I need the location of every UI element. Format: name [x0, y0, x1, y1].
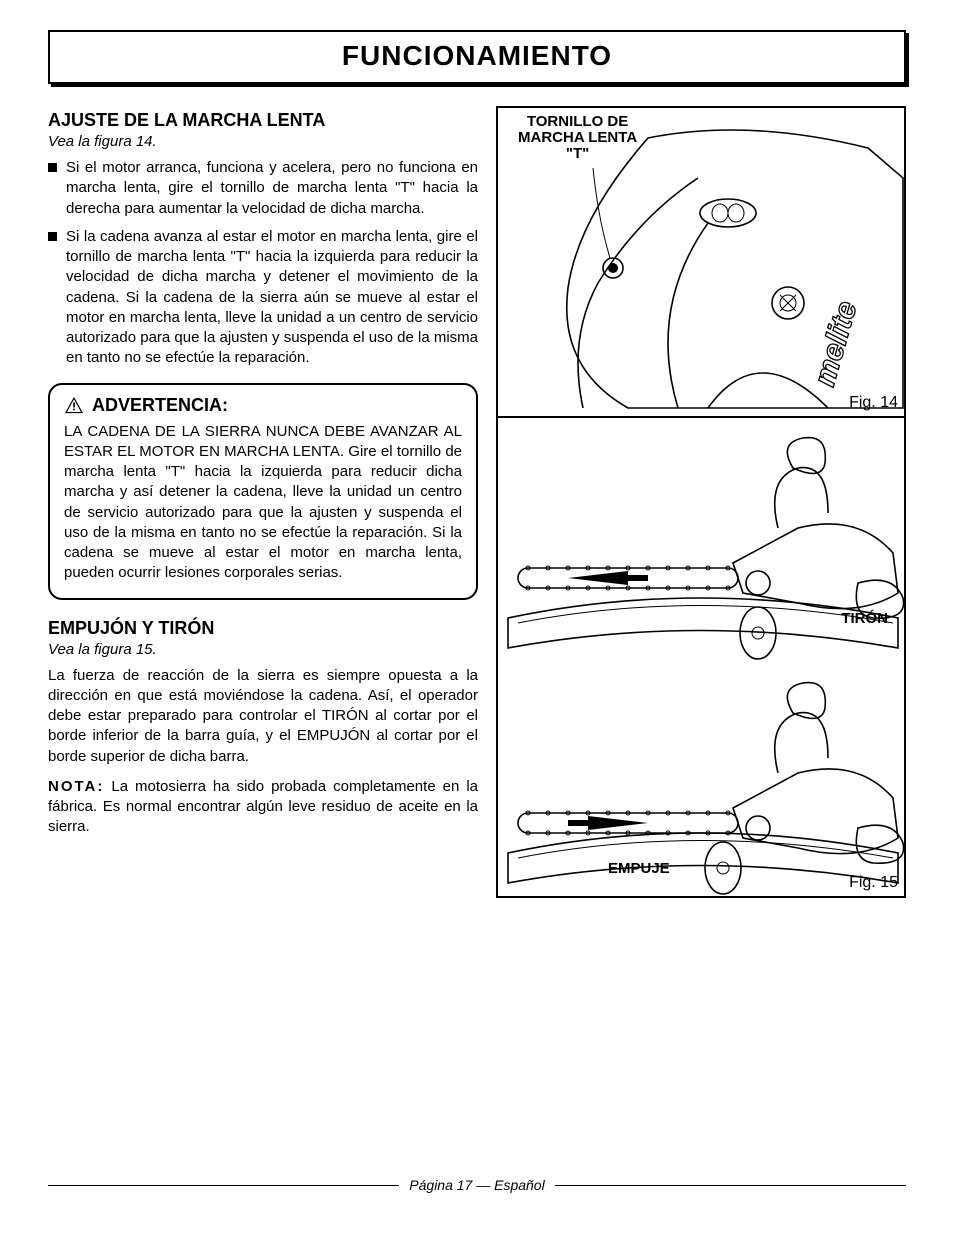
warning-icon: [64, 396, 84, 414]
list-item: Si el motor arranca, funciona y acelera,…: [48, 158, 478, 219]
warning-label: ADVERTENCIA:: [92, 395, 228, 416]
warning-box: ADVERTENCIA: LA CADENA DE LA SIERRA NUNC…: [48, 383, 478, 600]
footer-rule-right: [555, 1185, 906, 1186]
fig15-illustration: [498, 418, 908, 896]
list-item: Si la cadena avanza al estar el motor en…: [48, 227, 478, 369]
page-title: FUNCIONAMIENTO: [50, 40, 904, 72]
page-title-banner: FUNCIONAMIENTO: [48, 30, 906, 84]
page-footer: Página 17 — Español: [48, 1177, 906, 1193]
warning-body: LA CADENA DE LA SIERRA NUNCA DEBE AVANZA…: [64, 422, 462, 584]
fig14-callout: TORNILLO DE MARCHA LENTA "T": [518, 114, 637, 161]
section2-para1: La fuerza de reacción de la sierra es si…: [48, 666, 478, 767]
fig14-label: Fig. 14: [849, 394, 898, 412]
figure-stack: TORNILLO DE MARCHA LENTA "T": [496, 106, 906, 898]
figure-15: TIRÓN EMPUJE Fig. 15: [498, 418, 904, 896]
footer-rule-left: [48, 1185, 399, 1186]
footer-text: Página 17 — Español: [409, 1177, 544, 1193]
section2-heading: EMPUJÓN Y TIRÓN: [48, 618, 478, 639]
fig15-label: Fig. 15: [849, 874, 898, 892]
section1-figref: Vea la figura 14.: [48, 133, 478, 150]
fig14-callout-l3: "T": [518, 146, 637, 162]
section2-figref: Vea la figura 15.: [48, 641, 478, 658]
nota-label: NOTA:: [48, 778, 104, 795]
fig14-callout-l2: MARCHA LENTA: [518, 130, 637, 146]
fig15-callout-push: EMPUJE: [608, 860, 670, 877]
fig14-callout-l1: TORNILLO DE: [518, 114, 637, 130]
section2-para2: NOTA: La motosierra ha sido probada comp…: [48, 777, 478, 838]
right-column: TORNILLO DE MARCHA LENTA "T": [496, 106, 906, 898]
brand-text: melite: [808, 297, 864, 389]
nota-text: La motosierra ha sido probada completame…: [48, 778, 478, 836]
fig15-callout-pull: TIRÓN: [841, 610, 888, 627]
figure-14: TORNILLO DE MARCHA LENTA "T": [498, 108, 904, 418]
warning-heading: ADVERTENCIA:: [64, 395, 462, 416]
section1-heading: AJUSTE DE LA MARCHA LENTA: [48, 110, 478, 131]
left-column: AJUSTE DE LA MARCHA LENTA Vea la figura …: [48, 106, 478, 898]
content-columns: AJUSTE DE LA MARCHA LENTA Vea la figura …: [48, 106, 906, 898]
section1-bullets: Si el motor arranca, funciona y acelera,…: [48, 158, 478, 369]
